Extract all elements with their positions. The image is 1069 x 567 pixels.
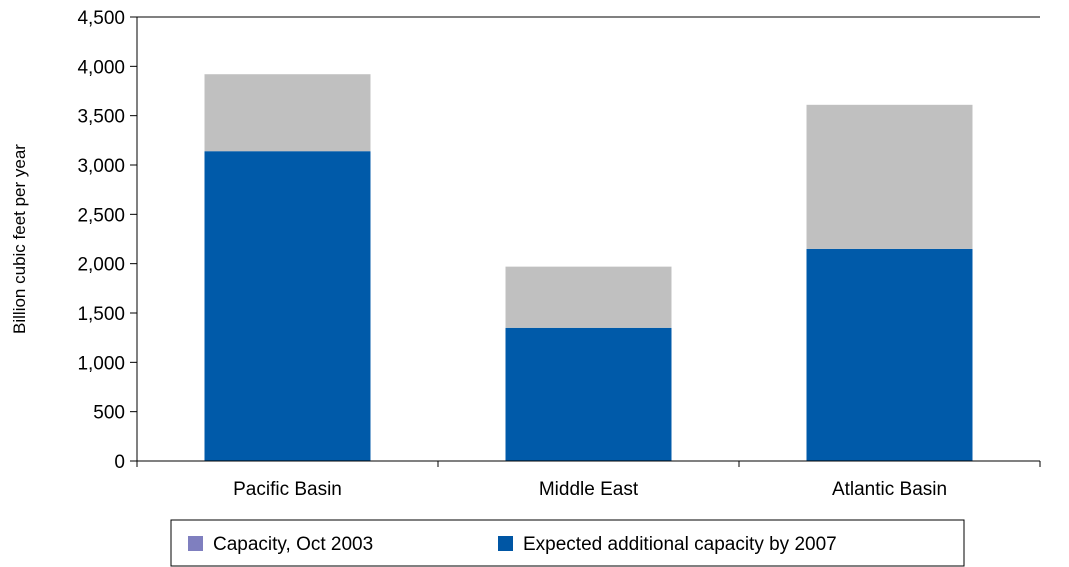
bar-pacific-basin-series-0 xyxy=(204,151,371,462)
x-tick-label: Middle East xyxy=(539,479,639,500)
legend-label: Capacity, Oct 2003 xyxy=(213,534,373,555)
legend: Capacity, Oct 2003 Expected additional ca… xyxy=(170,519,965,567)
x-axis-ticks: Pacific Basin Middle East Atlantic Basin xyxy=(136,461,1041,500)
y-axis-ticks: 0 500 1,000 1,500 2,000 2,500 3,000 3,500 4,000 4… xyxy=(77,8,137,473)
bar-middle-east-series-1 xyxy=(505,266,672,328)
legend-swatch xyxy=(498,536,513,551)
y-tick-label: 4,000 xyxy=(77,57,125,78)
bar-atlantic-basin-series-0 xyxy=(806,248,973,461)
legend-box xyxy=(170,519,965,567)
y-tick-label: 500 xyxy=(93,403,125,424)
x-tick-label: Atlantic Basin xyxy=(832,479,947,500)
bar-pacific-basin-series-1 xyxy=(204,74,371,152)
y-axis-title: Billion cubic feet per year xyxy=(10,144,29,334)
y-tick-label: 3,500 xyxy=(77,107,125,128)
y-tick-label: 3,000 xyxy=(77,156,125,177)
legend-swatch xyxy=(188,536,203,551)
y-tick-label: 2,500 xyxy=(77,205,125,226)
y-tick-label: 2,000 xyxy=(77,255,125,276)
y-tick-label: 1,500 xyxy=(77,304,125,325)
bars xyxy=(204,74,973,462)
y-tick-label: 4,500 xyxy=(77,8,125,29)
legend-label: Expected additional capacity by 2007 xyxy=(523,534,837,555)
y-tick-label: 0 xyxy=(114,452,125,473)
bar-middle-east-series-0 xyxy=(505,327,672,461)
x-tick-label: Pacific Basin xyxy=(233,479,342,500)
y-tick-label: 1,000 xyxy=(77,353,125,374)
bar-atlantic-basin-series-1 xyxy=(806,104,973,249)
